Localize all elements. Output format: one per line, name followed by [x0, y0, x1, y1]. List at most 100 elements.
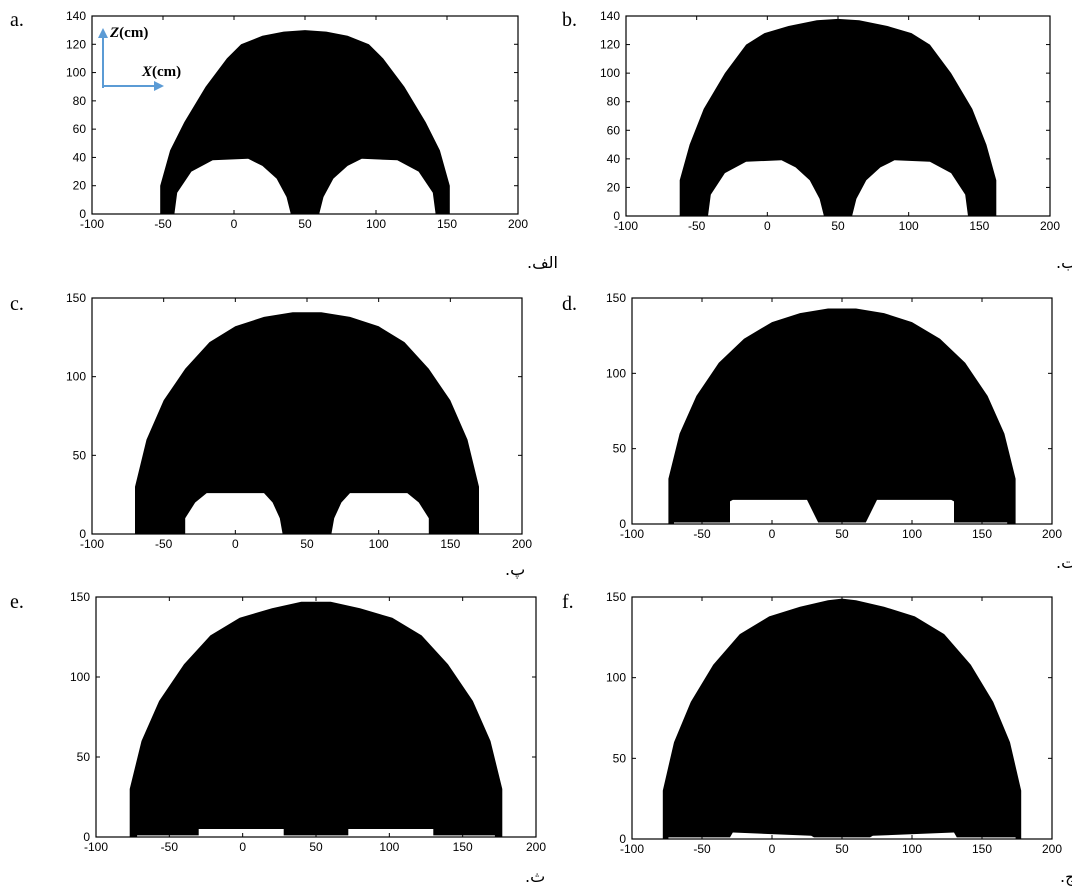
x-tick-label: 0	[231, 217, 238, 231]
x-tick-label: 100	[902, 842, 922, 856]
axis-direction-legend: Z(cm) X(cm)	[98, 25, 181, 91]
y-tick-label: 0	[79, 207, 86, 221]
x-tick-label: 50	[835, 527, 849, 541]
y-tick-label: 150	[606, 291, 626, 305]
x-tick-label: 50	[835, 842, 849, 856]
x-tick-label: 50	[300, 537, 314, 551]
x-tick-label: 150	[972, 842, 992, 856]
panel-caption-e: ث.	[525, 867, 545, 886]
x-tick-label: 200	[508, 217, 528, 231]
y-tick-label: 60	[607, 123, 621, 137]
x-axis-name: X(cm)	[141, 64, 181, 80]
y-tick-label: 80	[73, 94, 87, 108]
y-tick-label: 40	[73, 150, 87, 164]
y-tick-label: 0	[613, 209, 620, 223]
panel-letter-c: c.	[10, 293, 24, 315]
z-arrow	[98, 28, 108, 88]
x-tick-label: -100	[84, 840, 108, 854]
y-tick-label: 50	[613, 751, 627, 765]
x-tick-label: -50	[154, 217, 172, 231]
panel-caption-a: الف.	[527, 253, 558, 272]
z-axis-name: Z(cm)	[109, 25, 148, 41]
y-tick-label: 20	[73, 179, 87, 193]
y-tick-label: 150	[66, 291, 86, 305]
y-tick-label: 140	[600, 9, 620, 23]
chart-panel-a: -100 -50 0 50 100 150 200 0 20 40 60 80 100 120 140 a. ا…	[10, 9, 558, 272]
y-tick-label: 100	[600, 66, 620, 80]
x-tick-label: 150	[437, 217, 457, 231]
chart-panel-c: -100 -50 0 50 100 150 200 0 50 100 150 c. پ.	[10, 291, 532, 580]
x-tick-label: 100	[369, 537, 389, 551]
y-tick-label: 20	[607, 180, 621, 194]
cross-section-shape-b	[679, 18, 997, 217]
y-tick-label: 100	[606, 671, 626, 685]
x-tick-label: 100	[899, 219, 919, 233]
y-tick-label: 0	[83, 830, 90, 844]
x-tick-label: 0	[769, 842, 776, 856]
y-tick-label: 150	[606, 590, 626, 604]
x-tick-label: 50	[309, 840, 323, 854]
y-tick-label: 100	[606, 366, 626, 380]
x-tick-label: 0	[769, 527, 776, 541]
x-tick-label: 50	[298, 217, 312, 231]
cross-section-shape-d	[668, 308, 1016, 524]
x-tick-label: 150	[972, 527, 992, 541]
x-tick-label: -100	[614, 219, 638, 233]
x-tick-label: 150	[969, 219, 989, 233]
x-tick-label: -100	[80, 217, 104, 231]
x-tick-label: 150	[440, 537, 460, 551]
y-tick-label: 100	[66, 66, 86, 80]
x-tick-label: 0	[764, 219, 771, 233]
y-tick-label: 0	[79, 527, 86, 541]
x-tick-label: 150	[453, 840, 473, 854]
panel-caption-f: ج.	[1060, 867, 1072, 887]
panel-caption-b: ب.	[1056, 253, 1072, 272]
chart-panels: -100 -50 0 50 100 150 200020406080100120140a.ا…	[10, 9, 1072, 887]
panel-letter-a: a.	[10, 9, 24, 31]
x-tick-label: 0	[239, 840, 246, 854]
cross-section-shape-c	[135, 312, 479, 534]
x-tick-label: -50	[693, 527, 711, 541]
panel-letter-e: e.	[10, 591, 24, 613]
x-tick-label: 100	[902, 527, 922, 541]
x-tick-label: 200	[526, 840, 546, 854]
x-tick-label: 200	[1042, 842, 1062, 856]
chart-panel-e: -100 -50 0 50 100 150 200 0 50 100 150 e. ث.	[10, 590, 546, 886]
y-tick-label: 0	[619, 832, 626, 846]
x-tick-label: -100	[80, 537, 104, 551]
x-tick-label: 200	[512, 537, 532, 551]
chart-panel-f: -100 -50 0 50 100 150 200 0 50 100 150 f. ج.	[562, 590, 1072, 887]
x-tick-label: 200	[1040, 219, 1060, 233]
chart-panel-b: -100 -50 0 50 100 150 200 0 20 40 60 80 100 120 140 b. ب…	[562, 9, 1072, 272]
x-tick-label: -50	[155, 537, 173, 551]
x-tick-label: -100	[620, 842, 644, 856]
cross-section-shape-a	[160, 30, 450, 214]
y-tick-label: 120	[600, 38, 620, 52]
x-tick-label: -100	[620, 527, 644, 541]
cross-section-shape-e	[129, 601, 503, 837]
cross-section-shape-f	[662, 598, 1022, 839]
x-arrow	[103, 81, 164, 91]
panel-caption-c: پ.	[505, 560, 525, 580]
x-tick-label: -50	[161, 840, 179, 854]
y-tick-label: 150	[70, 590, 90, 604]
y-tick-label: 0	[619, 517, 626, 531]
x-tick-label: 50	[831, 219, 845, 233]
panel-letter-d: d.	[562, 293, 577, 315]
y-tick-label: 50	[613, 442, 627, 456]
chart-panel-d: -100 -50 0 50 100 150 200 0 50 100 150 d. ت.	[562, 291, 1072, 572]
y-tick-label: 120	[66, 37, 86, 51]
y-tick-label: 50	[73, 448, 87, 462]
y-tick-label: 60	[73, 122, 87, 136]
y-tick-label: 140	[66, 9, 86, 23]
panel-letter-b: b.	[562, 9, 577, 31]
x-tick-label: -50	[693, 842, 711, 856]
y-tick-label: 50	[77, 750, 91, 764]
x-tick-label: -50	[688, 219, 706, 233]
panel-caption-d: ت.	[1056, 553, 1072, 572]
y-tick-label: 100	[66, 370, 86, 384]
x-tick-label: 100	[379, 840, 399, 854]
x-tick-label: 0	[232, 537, 239, 551]
y-tick-label: 40	[607, 152, 621, 166]
